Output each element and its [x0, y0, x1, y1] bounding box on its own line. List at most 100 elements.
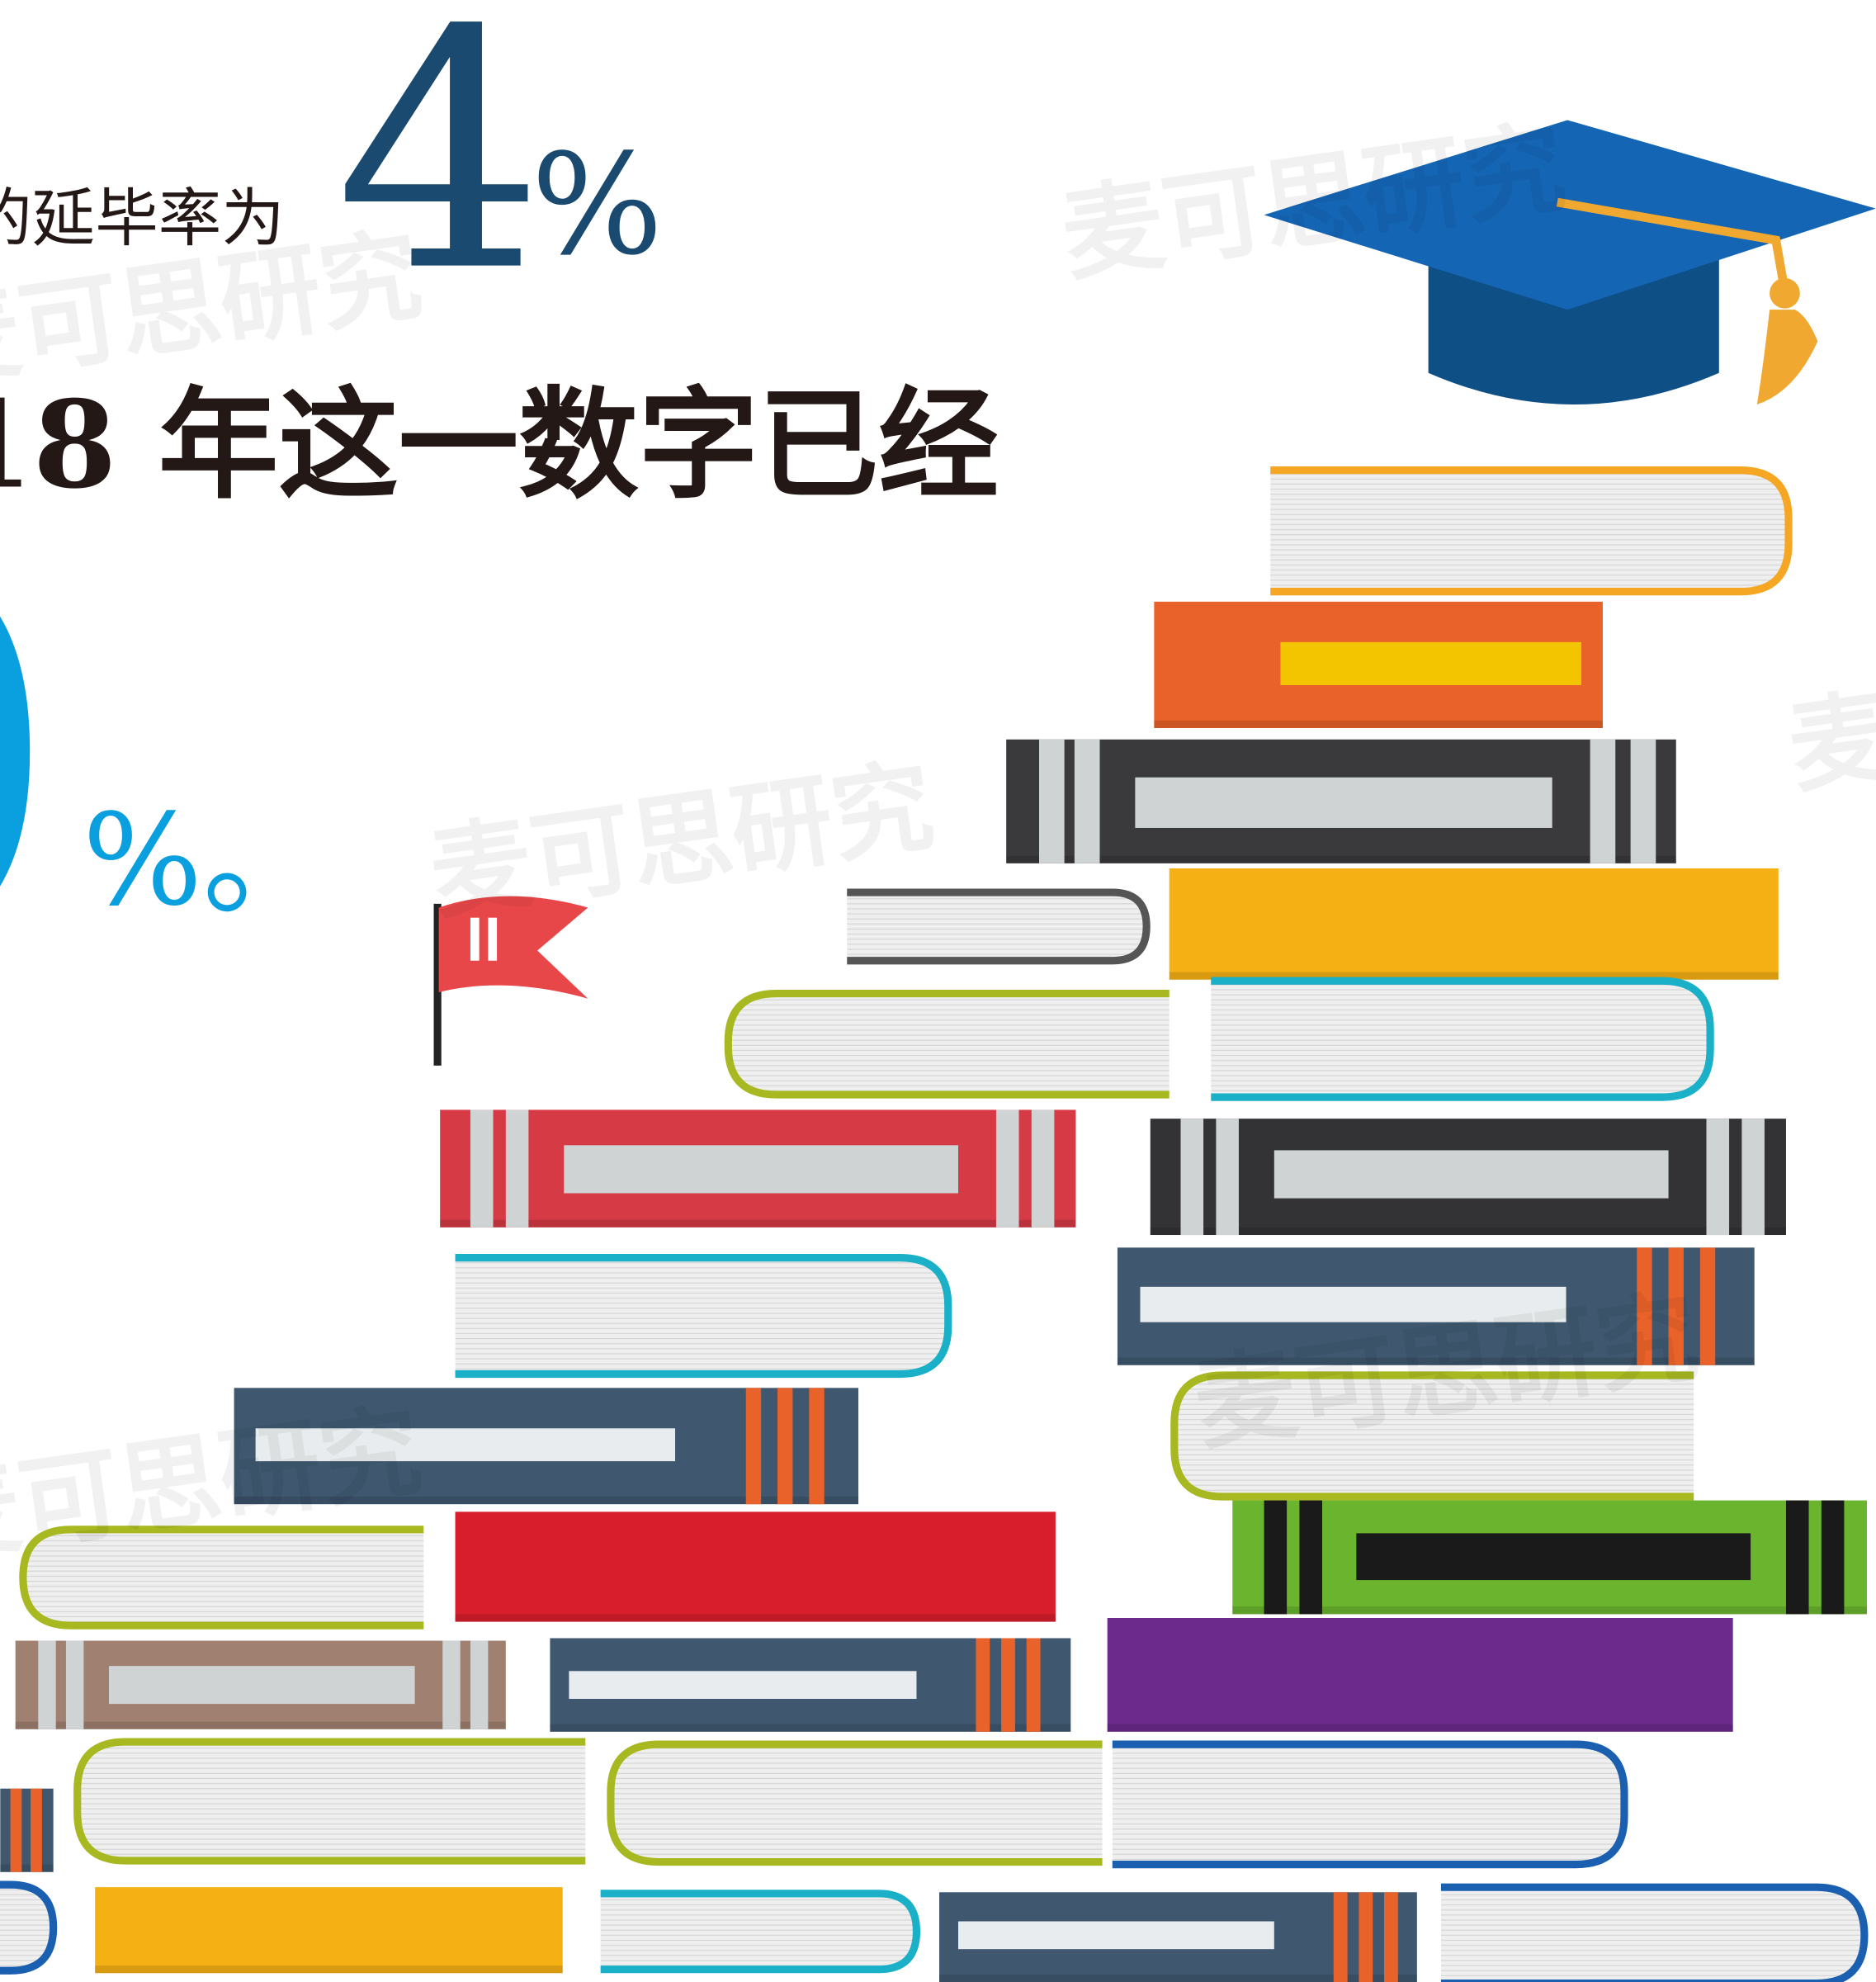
- watermark: 麦可思研究: [1782, 620, 1876, 807]
- book-label: [109, 1666, 415, 1705]
- book-stripe: [505, 1109, 529, 1228]
- book-stack: [0, 466, 1869, 1982]
- book-cover-edge: [0, 1880, 58, 1975]
- book-stripe: [10, 1788, 22, 1872]
- book-stripe: [470, 1640, 489, 1729]
- book-shade: [234, 1497, 859, 1505]
- book-stripe: [976, 1638, 990, 1732]
- book-stripe: [1031, 1109, 1055, 1228]
- book-pages: [1174, 1375, 1694, 1497]
- book-shade: [440, 1219, 1076, 1228]
- book-label: [255, 1428, 675, 1462]
- headline-line2: 2018 年这一数字已经: [0, 375, 999, 516]
- flag: [433, 896, 588, 1066]
- book-stripe: [1333, 1892, 1348, 1982]
- book-stripe: [1668, 1247, 1684, 1365]
- book-pages: [1270, 470, 1789, 592]
- book-cover-edge: [1170, 1371, 1694, 1501]
- book-label: [569, 1671, 917, 1699]
- book-cover-edge: [1211, 977, 1714, 1101]
- book-shade: [455, 1614, 1056, 1622]
- book-shade: [1107, 1724, 1733, 1732]
- book-stripe: [777, 1388, 793, 1505]
- book-cover-edge: [847, 888, 1151, 965]
- book-stripe: [809, 1388, 825, 1505]
- book-label: [1274, 1150, 1669, 1199]
- book-stripe: [1384, 1892, 1398, 1982]
- book-stripe: [1001, 1638, 1015, 1732]
- book-cover-edge: [724, 989, 1170, 1099]
- headline-unit1: %: [531, 124, 663, 286]
- book-cover-edge: [1270, 466, 1793, 596]
- book-shade: [95, 1965, 563, 1974]
- book-pages: [22, 1529, 424, 1626]
- book-stripe: [1699, 1247, 1716, 1365]
- book-label: [958, 1921, 1274, 1950]
- book-shade: [550, 1724, 1071, 1732]
- book-stripe: [1359, 1892, 1373, 1982]
- book-cover-edge: [73, 1738, 586, 1865]
- book-stripe: [442, 1640, 461, 1729]
- book-pages: [610, 1744, 1103, 1862]
- book-stripe: [1216, 1119, 1239, 1236]
- book-pages: [728, 993, 1170, 1095]
- book-shade: [1117, 1357, 1755, 1365]
- book-stripe: [470, 1109, 494, 1228]
- book-cover: [0, 1788, 54, 1872]
- book-cover-edge: [1440, 1883, 1869, 1982]
- book-pages: [847, 892, 1147, 961]
- book-cover-edge: [1112, 1740, 1628, 1869]
- book-shade: [1232, 1606, 1867, 1615]
- book-label: [1356, 1533, 1751, 1581]
- book-cover: [1107, 1618, 1733, 1732]
- book-stripe: [1264, 1500, 1288, 1615]
- book-stripe: [31, 1788, 42, 1872]
- book-pages: [1440, 1887, 1864, 1982]
- book-label: [1135, 777, 1552, 828]
- book-pages: [1211, 981, 1711, 1098]
- book-pages: [77, 1742, 586, 1861]
- book-shade: [1006, 855, 1676, 863]
- headline-value1: 4: [335, 0, 544, 343]
- book-cover-edge: [607, 1740, 1103, 1866]
- book-pages: [600, 1893, 917, 1970]
- book-label: [1140, 1286, 1566, 1322]
- book-stripe: [65, 1640, 84, 1729]
- book-shade: [1154, 720, 1603, 728]
- book-stripe: [38, 1640, 56, 1729]
- book-stripe: [995, 1109, 1019, 1228]
- book-pages: [0, 1885, 54, 1971]
- book-cover-edge: [455, 1254, 952, 1379]
- book-shade: [1150, 1227, 1786, 1236]
- book-pages: [455, 1257, 948, 1374]
- book-stripe: [1706, 1119, 1730, 1236]
- book-shade: [939, 1974, 1417, 1982]
- book-cover-edge: [19, 1526, 424, 1630]
- book-shade: [15, 1721, 506, 1729]
- book-shade: [0, 1864, 54, 1872]
- book-cover: [455, 1511, 1056, 1622]
- book-stripe: [1590, 739, 1616, 863]
- headline-line1: 的延毕率为: [0, 182, 285, 256]
- book-label: [564, 1145, 958, 1194]
- book-stripe: [1637, 1247, 1652, 1365]
- book-stripe: [1074, 739, 1100, 863]
- book-pages: [1112, 1744, 1624, 1865]
- book-stripe: [1026, 1638, 1041, 1732]
- book-cover: [95, 1887, 563, 1974]
- headline-value2: 0: [0, 466, 64, 1055]
- book-cover-edge: [600, 1890, 921, 1974]
- book-label: [1280, 641, 1581, 685]
- book-stripe: [1039, 739, 1065, 863]
- book-stripe: [1785, 1500, 1809, 1615]
- book-stripe: [1741, 1119, 1765, 1236]
- book-stripe: [1821, 1500, 1845, 1615]
- book-stripe: [745, 1388, 762, 1505]
- headline-unit2: %。: [83, 788, 329, 934]
- graduation-cap: [1264, 120, 1876, 404]
- book-shade: [1169, 972, 1779, 980]
- book-stripe: [1630, 739, 1656, 863]
- book-cover: [1169, 868, 1779, 980]
